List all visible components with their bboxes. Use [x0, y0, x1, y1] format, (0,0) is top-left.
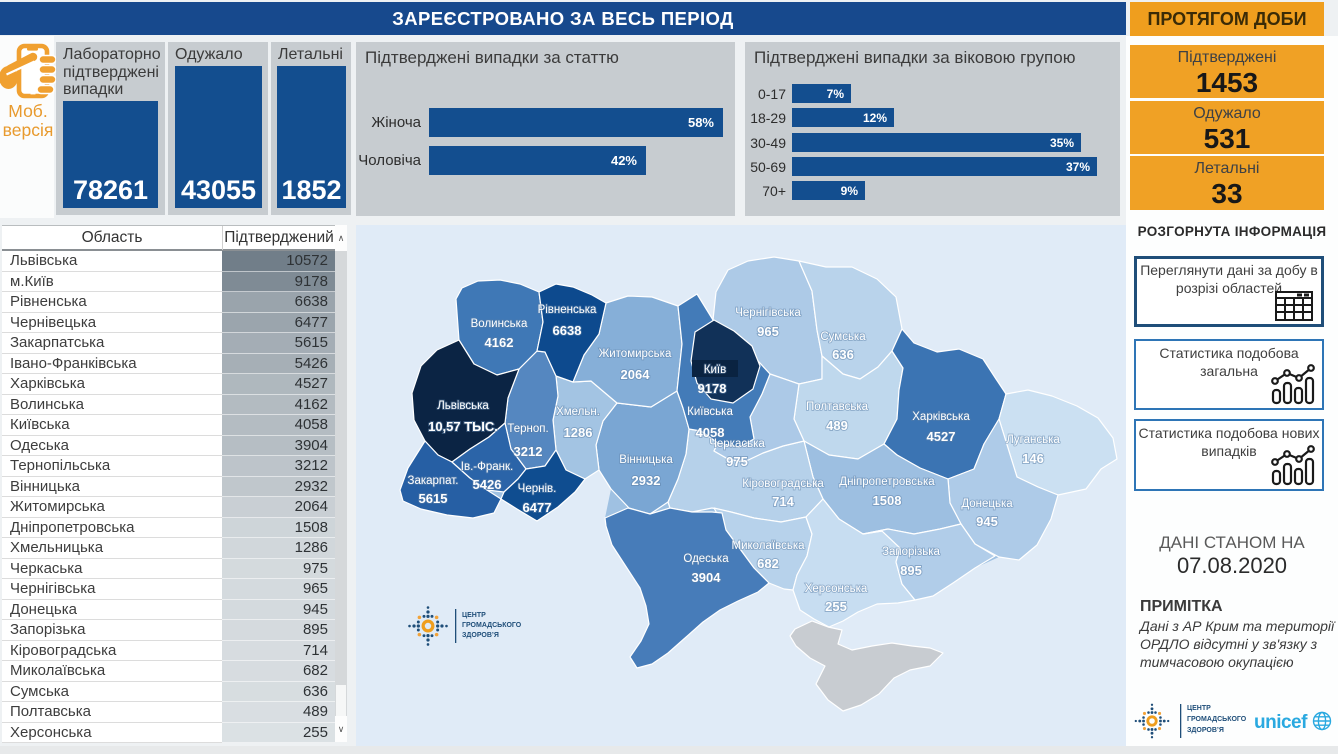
svg-text:ЦЕНТР: ЦЕНТР	[462, 612, 486, 619]
svg-text:Вінницька: Вінницька	[619, 454, 673, 466]
svg-text:10,57 ТЫС.: 10,57 ТЫС.	[428, 419, 498, 434]
svg-text:Донецька: Донецька	[961, 498, 1013, 510]
svg-text:Миколаївська: Миколаївська	[731, 540, 805, 552]
svg-text:Рівненська: Рівненська	[538, 304, 597, 316]
svg-text:975: 975	[726, 454, 748, 469]
svg-text:1508: 1508	[873, 493, 902, 508]
svg-text:Сумська: Сумська	[820, 331, 866, 343]
svg-text:Запорізька: Запорізька	[882, 546, 940, 558]
svg-text:965: 965	[757, 324, 779, 339]
svg-text:Черкаська: Черкаська	[709, 438, 765, 450]
svg-text:ЦЕНТР: ЦЕНТР	[1187, 705, 1211, 712]
svg-text:Київська: Київська	[687, 406, 733, 418]
svg-text:Чернів.: Чернів.	[518, 483, 557, 495]
svg-text:146: 146	[1022, 451, 1044, 466]
svg-text:ЗДОРОВ’Я: ЗДОРОВ’Я	[462, 632, 499, 639]
svg-text:Одеська: Одеська	[683, 553, 729, 565]
svg-text:Полтавська: Полтавська	[806, 401, 869, 413]
svg-text:ГРОМАДСЬКОГО: ГРОМАДСЬКОГО	[462, 622, 522, 629]
svg-text:2932: 2932	[632, 473, 661, 488]
svg-text:Хмельн.: Хмельн.	[556, 406, 600, 418]
svg-text:489: 489	[826, 418, 848, 433]
svg-text:Київ: Київ	[704, 364, 726, 376]
svg-text:5615: 5615	[419, 491, 448, 506]
svg-text:Ів.-Франк.: Ів.-Франк.	[461, 461, 513, 473]
svg-text:Херсонська: Херсонська	[805, 583, 868, 595]
svg-text:unicef: unicef	[1254, 712, 1308, 733]
svg-text:4162: 4162	[485, 335, 514, 350]
svg-text:2064: 2064	[621, 367, 651, 382]
svg-text:Дніпропетровська: Дніпропетровська	[839, 476, 935, 488]
svg-text:255: 255	[825, 599, 847, 614]
svg-text:Харківська: Харківська	[912, 411, 970, 423]
svg-text:6477: 6477	[523, 500, 552, 515]
svg-text:636: 636	[832, 347, 854, 362]
svg-text:Закарпат.: Закарпат.	[408, 475, 459, 487]
svg-text:4058: 4058	[696, 425, 725, 440]
svg-text:9178: 9178	[698, 381, 727, 396]
svg-text:6638: 6638	[553, 323, 582, 338]
svg-text:682: 682	[757, 556, 779, 571]
svg-text:Волинська: Волинська	[471, 318, 528, 330]
svg-text:Житомирська: Житомирська	[599, 348, 672, 360]
svg-text:Терноп.: Терноп.	[507, 423, 548, 435]
svg-text:895: 895	[900, 563, 922, 578]
svg-text:5426: 5426	[473, 477, 502, 492]
svg-text:714: 714	[772, 494, 794, 509]
svg-text:Чернігівська: Чернігівська	[735, 307, 801, 319]
svg-text:3212: 3212	[514, 444, 543, 459]
svg-text:ГРОМАДСЬКОГО: ГРОМАДСЬКОГО	[1187, 716, 1247, 723]
svg-text:945: 945	[976, 514, 998, 529]
svg-text:ЗДОРОВ’Я: ЗДОРОВ’Я	[1187, 727, 1224, 734]
svg-text:Кіровоградська: Кіровоградська	[742, 478, 824, 490]
svg-text:1286: 1286	[564, 425, 593, 440]
svg-text:4527: 4527	[927, 429, 956, 444]
svg-text:Луганська: Луганська	[1006, 434, 1060, 446]
svg-text:Львівська: Львівська	[437, 400, 489, 412]
svg-text:3904: 3904	[692, 570, 722, 585]
